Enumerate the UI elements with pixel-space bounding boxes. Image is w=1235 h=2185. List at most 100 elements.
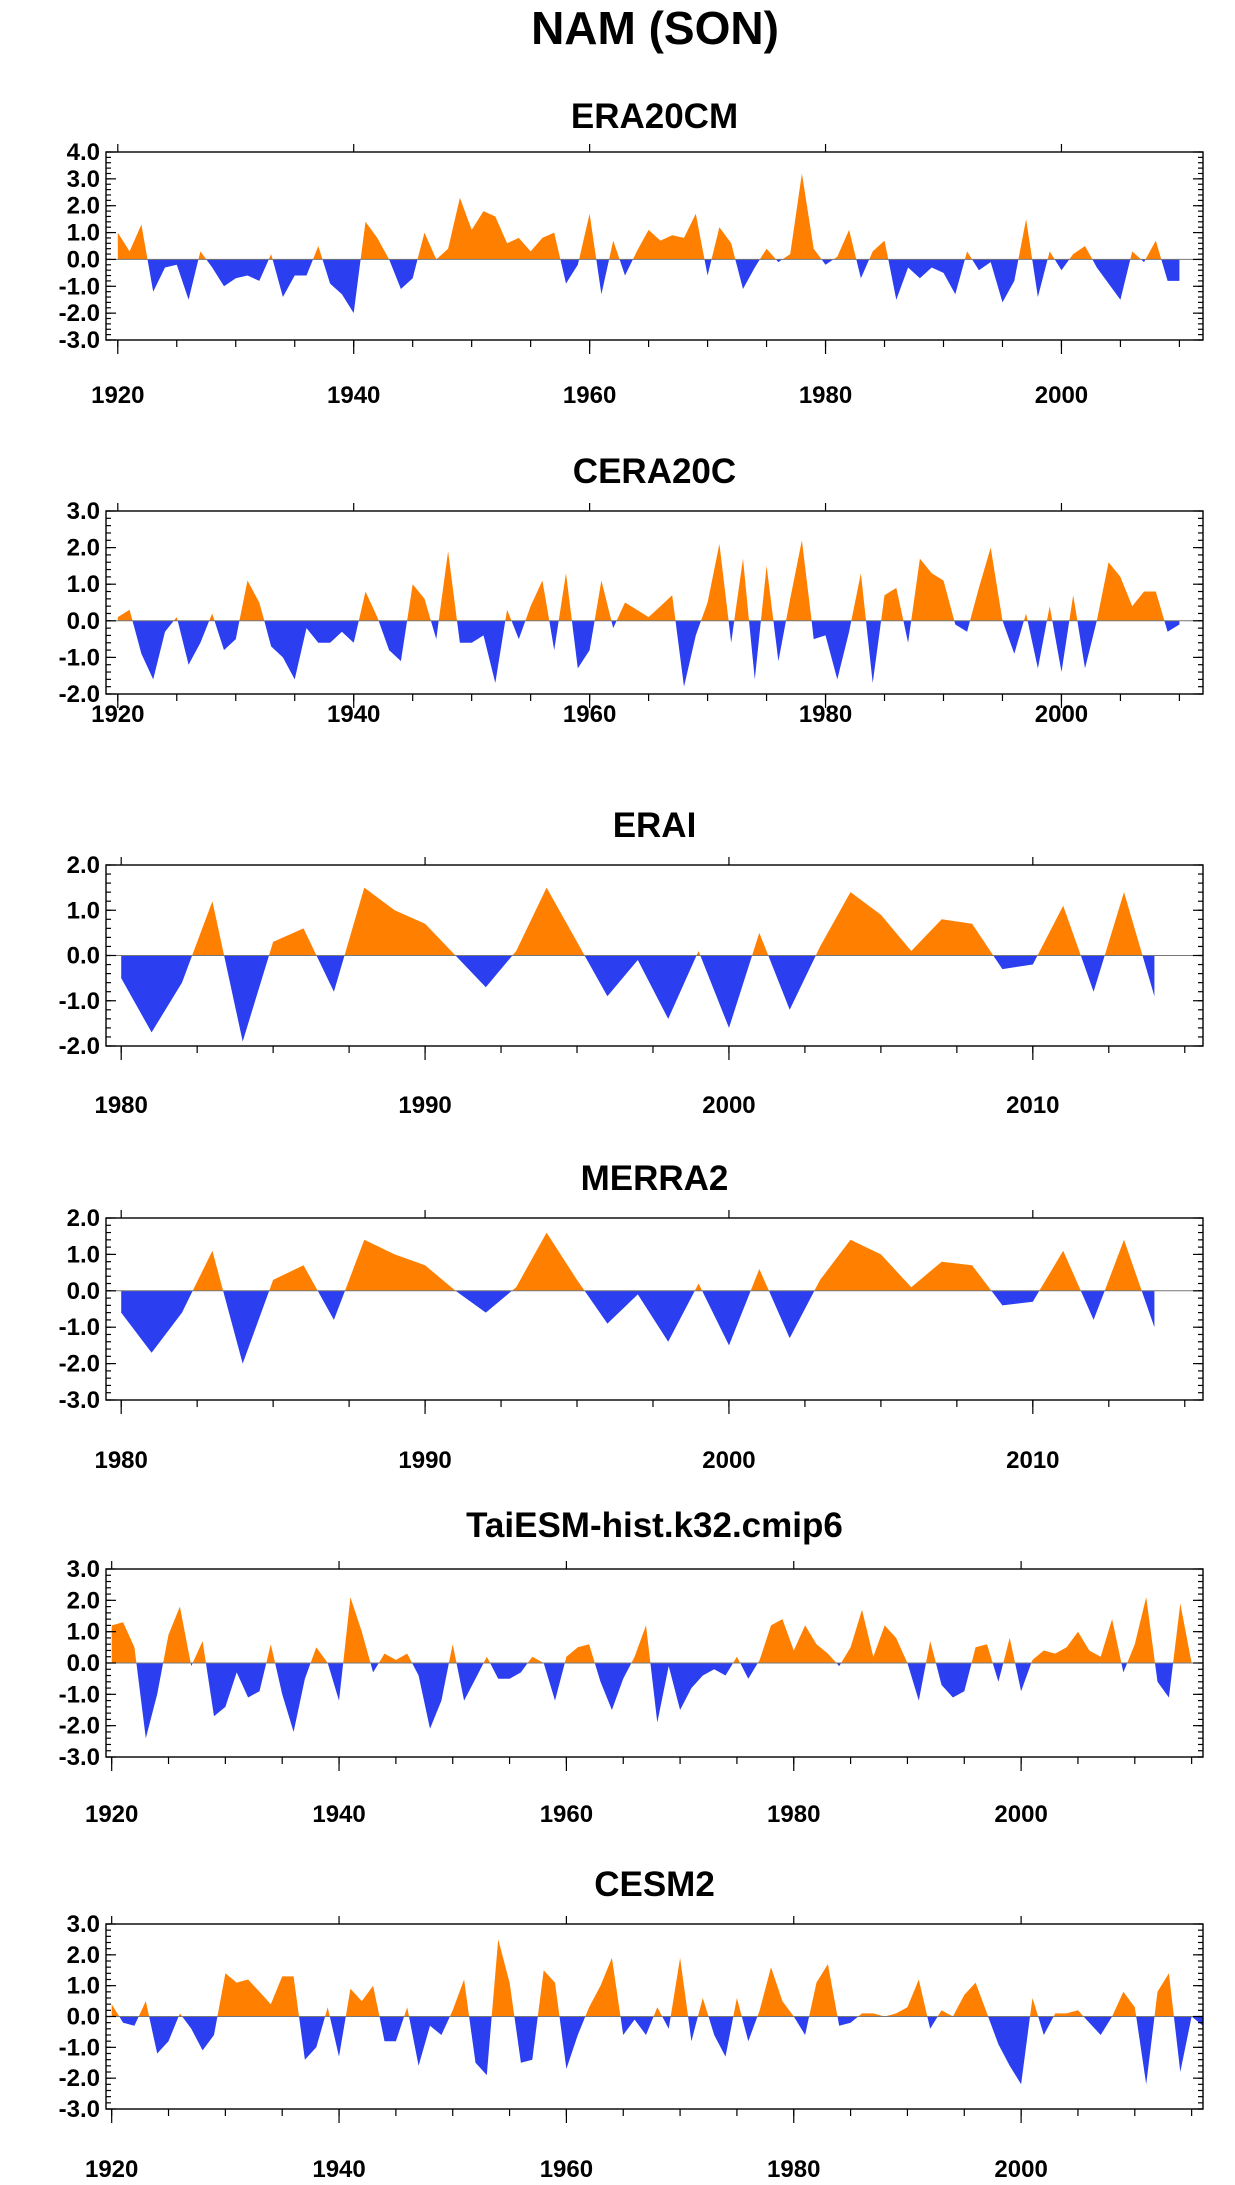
- positive-anomaly-area: [117, 609, 133, 621]
- negative-anomaly-area: [749, 620, 761, 680]
- positive-anomaly-area: [609, 240, 620, 260]
- positive-anomaly-area: [937, 1982, 989, 2017]
- negative-anomaly-area: [455, 955, 513, 988]
- positive-anomaly-area: [325, 2007, 330, 2017]
- x-tick-label: 2000: [702, 1447, 755, 1474]
- y-tick-label: -1.0: [59, 1681, 100, 1708]
- x-tick-label: 2000: [1035, 382, 1088, 409]
- y-tick-label: -2.0: [59, 681, 100, 708]
- plot-frame: [105, 510, 1204, 695]
- area-series: [117, 540, 1180, 687]
- y-tick-label: -1.0: [59, 273, 100, 300]
- x-tick-label: 1960: [540, 2156, 593, 2183]
- negative-anomaly-area: [1141, 1290, 1155, 1328]
- negative-anomaly-area: [740, 1663, 758, 1679]
- y-tick-label: 1.0: [67, 1619, 100, 1646]
- negative-anomaly-area: [389, 259, 418, 289]
- negative-anomaly-area: [121, 1290, 193, 1353]
- positive-anomaly-area: [198, 251, 207, 260]
- negative-anomaly-area: [1002, 620, 1024, 654]
- x-tick-label: 1980: [767, 2156, 820, 2183]
- x-tick-label: 1940: [312, 2156, 365, 2183]
- positive-anomaly-area: [239, 580, 265, 621]
- positive-anomaly-area: [911, 558, 955, 621]
- negative-anomaly-area: [370, 1663, 379, 1673]
- positive-anomaly-area: [579, 213, 597, 260]
- negative-anomaly-area: [177, 620, 210, 665]
- negative-anomaly-area: [620, 2016, 654, 2035]
- positive-anomaly-area: [558, 573, 572, 621]
- negative-anomaly-area: [455, 1290, 512, 1313]
- positive-anomaly-area: [138, 2001, 150, 2017]
- negative-anomaly-area: [119, 2016, 139, 2026]
- panel-title: CERA20C: [573, 452, 736, 491]
- figure-title: NAM (SON): [531, 2, 779, 54]
- positive-anomaly-area: [757, 1619, 837, 1663]
- x-tick-label: 1940: [327, 382, 380, 409]
- positive-anomaly-area: [511, 1232, 585, 1291]
- positive-anomaly-area: [505, 609, 512, 621]
- negative-anomaly-area: [866, 620, 882, 683]
- negative-anomaly-area: [1191, 2016, 1203, 2026]
- negative-anomaly-area: [317, 1290, 345, 1320]
- positive-anomaly-area: [733, 1656, 741, 1663]
- negative-anomaly-area: [988, 2016, 1030, 2085]
- negative-anomaly-area: [469, 2016, 492, 2076]
- negative-anomaly-area: [888, 259, 965, 300]
- negative-anomaly-area: [836, 1663, 842, 1667]
- positive-anomaly-area: [970, 547, 1003, 621]
- y-tick-label: 1.0: [67, 571, 100, 598]
- negative-anomaly-area: [611, 620, 617, 629]
- positive-anomaly-area: [815, 892, 994, 956]
- positive-anomaly-area: [1130, 251, 1142, 260]
- area-series: [111, 1939, 1203, 2085]
- positive-anomaly-area: [759, 248, 776, 260]
- negative-anomaly-area: [708, 2016, 734, 2057]
- negative-anomaly-area: [856, 259, 870, 279]
- panel-title: ERA20CM: [571, 97, 738, 136]
- negative-anomaly-area: [619, 259, 633, 276]
- area-series: [111, 1597, 1192, 1739]
- negative-anomaly-area: [837, 2016, 859, 2026]
- positive-anomaly-area: [670, 1957, 689, 2017]
- negative-anomaly-area: [1136, 2016, 1155, 2085]
- positive-anomaly-area: [841, 1609, 908, 1663]
- positive-anomaly-area: [310, 1647, 328, 1663]
- positive-anomaly-area: [266, 1644, 276, 1663]
- panel-title: ERAI: [613, 806, 697, 845]
- negative-anomaly-area: [768, 955, 816, 1010]
- negative-anomaly-area: [935, 1663, 972, 1698]
- positive-anomaly-area: [964, 251, 973, 260]
- x-tick-label: 1920: [91, 701, 144, 728]
- negative-anomaly-area: [1054, 259, 1070, 271]
- positive-anomaly-area: [449, 1979, 470, 2017]
- positive-anomaly-area: [881, 587, 904, 621]
- positive-anomaly-area: [163, 1606, 191, 1663]
- negative-anomaly-area: [584, 1290, 695, 1342]
- negative-anomaly-area: [559, 2016, 586, 2069]
- positive-anomaly-area: [697, 1998, 709, 2017]
- positive-anomaly-area: [632, 213, 705, 260]
- negative-anomaly-area: [136, 1663, 164, 1739]
- negative-anomaly-area: [1015, 1663, 1032, 1692]
- positive-anomaly-area: [491, 1939, 515, 2017]
- positive-anomaly-area: [1046, 606, 1053, 621]
- x-tick-label: 1920: [85, 1801, 138, 1828]
- positive-anomaly-area: [1104, 892, 1143, 956]
- positive-anomaly-area: [345, 1239, 456, 1291]
- y-tick-label: 0.0: [67, 246, 100, 273]
- negative-anomaly-area: [378, 620, 408, 662]
- positive-anomaly-area: [1127, 1597, 1155, 1663]
- positive-anomaly-area: [564, 1644, 595, 1663]
- y-tick-label: -3.0: [59, 1387, 100, 1414]
- y-tick-label: 3.0: [67, 498, 100, 525]
- y-tick-label: -3.0: [59, 1744, 100, 1771]
- y-tick-label: -3.0: [59, 327, 100, 354]
- x-tick-label: 2000: [1035, 701, 1088, 728]
- negative-anomaly-area: [991, 1290, 1040, 1306]
- negative-anomaly-area: [1080, 1290, 1105, 1320]
- negative-anomaly-area: [903, 620, 912, 643]
- positive-anomaly-area: [786, 540, 812, 621]
- positive-anomaly-area: [701, 543, 729, 621]
